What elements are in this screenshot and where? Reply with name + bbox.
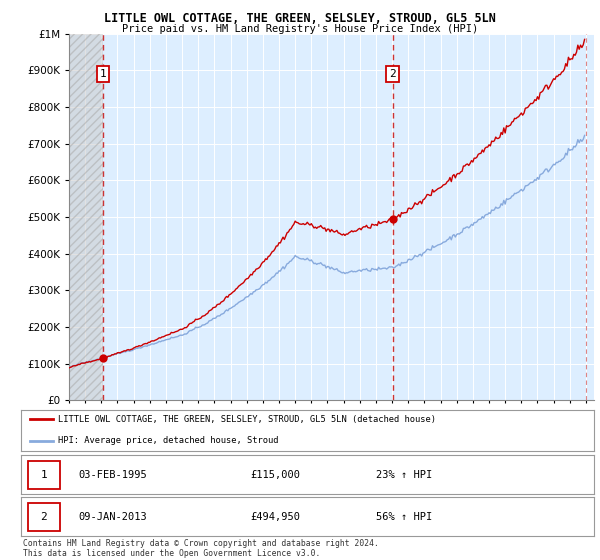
Text: LITTLE OWL COTTAGE, THE GREEN, SELSLEY, STROUD, GL5 5LN: LITTLE OWL COTTAGE, THE GREEN, SELSLEY, … [104,12,496,25]
Text: 1: 1 [100,69,106,79]
Text: 23% ↑ HPI: 23% ↑ HPI [376,470,433,480]
Text: 09-JAN-2013: 09-JAN-2013 [79,512,147,522]
Text: 2: 2 [41,512,47,522]
Text: £115,000: £115,000 [250,470,300,480]
Text: £494,950: £494,950 [250,512,300,522]
Text: 56% ↑ HPI: 56% ↑ HPI [376,512,433,522]
Text: LITTLE OWL COTTAGE, THE GREEN, SELSLEY, STROUD, GL5 5LN (detached house): LITTLE OWL COTTAGE, THE GREEN, SELSLEY, … [58,415,436,424]
Text: 1: 1 [41,470,47,480]
FancyBboxPatch shape [28,461,60,488]
Text: 03-FEB-1995: 03-FEB-1995 [79,470,147,480]
Text: HPI: Average price, detached house, Stroud: HPI: Average price, detached house, Stro… [58,436,279,445]
Text: 2: 2 [389,69,396,79]
FancyBboxPatch shape [28,503,60,531]
Bar [69,34,103,400]
Text: Contains HM Land Registry data © Crown copyright and database right 2024.
This d: Contains HM Land Registry data © Crown c… [23,539,379,558]
Text: Price paid vs. HM Land Registry's House Price Index (HPI): Price paid vs. HM Land Registry's House … [122,24,478,34]
